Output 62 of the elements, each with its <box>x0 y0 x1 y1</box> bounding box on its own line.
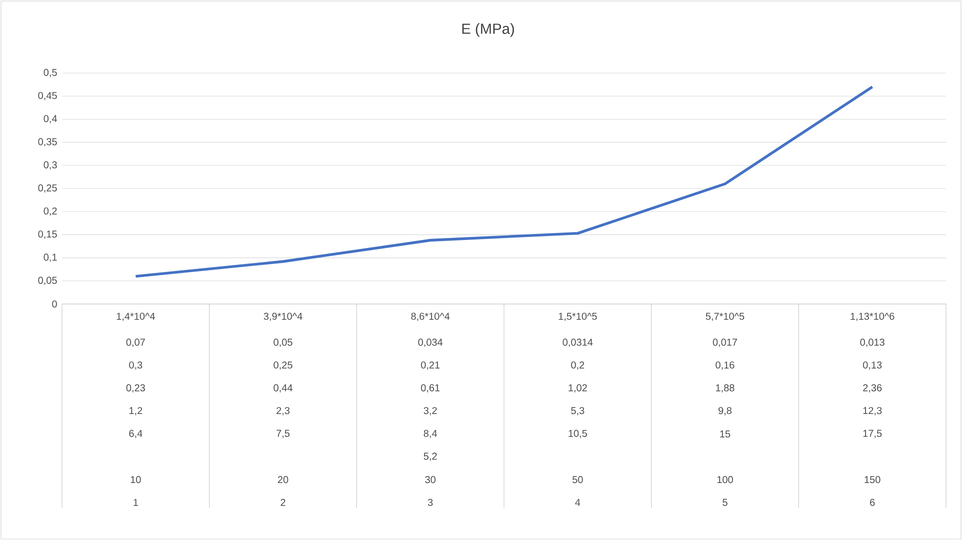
text: 0,21 <box>421 361 440 370</box>
text: 0,16 <box>716 361 734 370</box>
y-tick-label: 0,5 <box>44 68 57 78</box>
text: 4 <box>575 498 580 506</box>
chart-title: E (MPa) <box>462 23 514 37</box>
text: 0,23 <box>126 384 145 393</box>
text: 50 <box>572 476 583 484</box>
y-tick-label: 0,4 <box>44 115 58 124</box>
x-tick-label: 1,4*10^4 <box>116 312 155 321</box>
text: 1,88 <box>716 384 734 393</box>
y-tick-label: 0,1 <box>44 254 57 262</box>
line-series <box>134 86 874 278</box>
text: 0,2 <box>571 361 584 370</box>
text: 6 <box>870 498 875 506</box>
text: 7,5 <box>276 430 290 438</box>
text: 15 <box>720 430 730 438</box>
text: 0,3 <box>129 361 142 370</box>
text: 0,034 <box>418 338 443 347</box>
y-tick-label: 0 <box>52 300 57 308</box>
text: 0,07 <box>126 338 145 347</box>
text: 0,0314 <box>562 338 593 347</box>
text: 20 <box>278 476 288 484</box>
text: 9,8 <box>718 407 732 416</box>
text: 30 <box>425 476 436 484</box>
text: 100 <box>717 476 733 484</box>
text: 3 <box>428 498 433 506</box>
y-tick-label: 0,2 <box>44 207 57 216</box>
text: 2,3 <box>276 407 290 416</box>
y-tick-label: 0,45 <box>38 92 57 100</box>
y-tick-label: 0,05 <box>38 276 57 286</box>
text: 150 <box>864 476 880 484</box>
text: 0,44 <box>274 384 292 393</box>
y-tick-label: 0,35 <box>38 138 57 146</box>
text: 5,2 <box>424 452 437 461</box>
x-tick-label: 1,5*10^5 <box>558 312 597 321</box>
text: 3,2 <box>424 407 437 416</box>
x-tick-label: 3,9*10^4 <box>264 312 302 321</box>
text: 5,3 <box>571 407 584 416</box>
text: 0,61 <box>421 384 440 393</box>
text: 8,4 <box>424 430 437 438</box>
text: 10 <box>130 476 141 484</box>
text: 1,02 <box>568 384 587 393</box>
text: 10,5 <box>568 430 587 438</box>
text: 1,2 <box>129 407 142 416</box>
text: 0,017 <box>712 338 738 347</box>
x-tick-label: 1,13*10^6 <box>850 312 894 321</box>
x-tick-label: 8,6*10^4 <box>411 312 450 321</box>
text: 5 <box>722 498 728 506</box>
text: 0,25 <box>274 361 292 370</box>
text: 0,13 <box>863 361 882 370</box>
text: 2 <box>280 498 286 506</box>
y-tick-label: 0,25 <box>38 184 57 193</box>
text: 0,05 <box>274 338 292 347</box>
text: 0,013 <box>860 338 884 347</box>
y-tick-label: 0,3 <box>44 161 57 170</box>
y-tick-label: 0,15 <box>38 230 57 239</box>
text: 2,36 <box>863 384 882 393</box>
text: 1 <box>134 498 138 506</box>
text: 17,5 <box>863 430 882 438</box>
text: 6,4 <box>129 430 142 438</box>
x-tick-label: 5,7*10^5 <box>706 312 744 321</box>
text: 12,3 <box>863 407 882 416</box>
